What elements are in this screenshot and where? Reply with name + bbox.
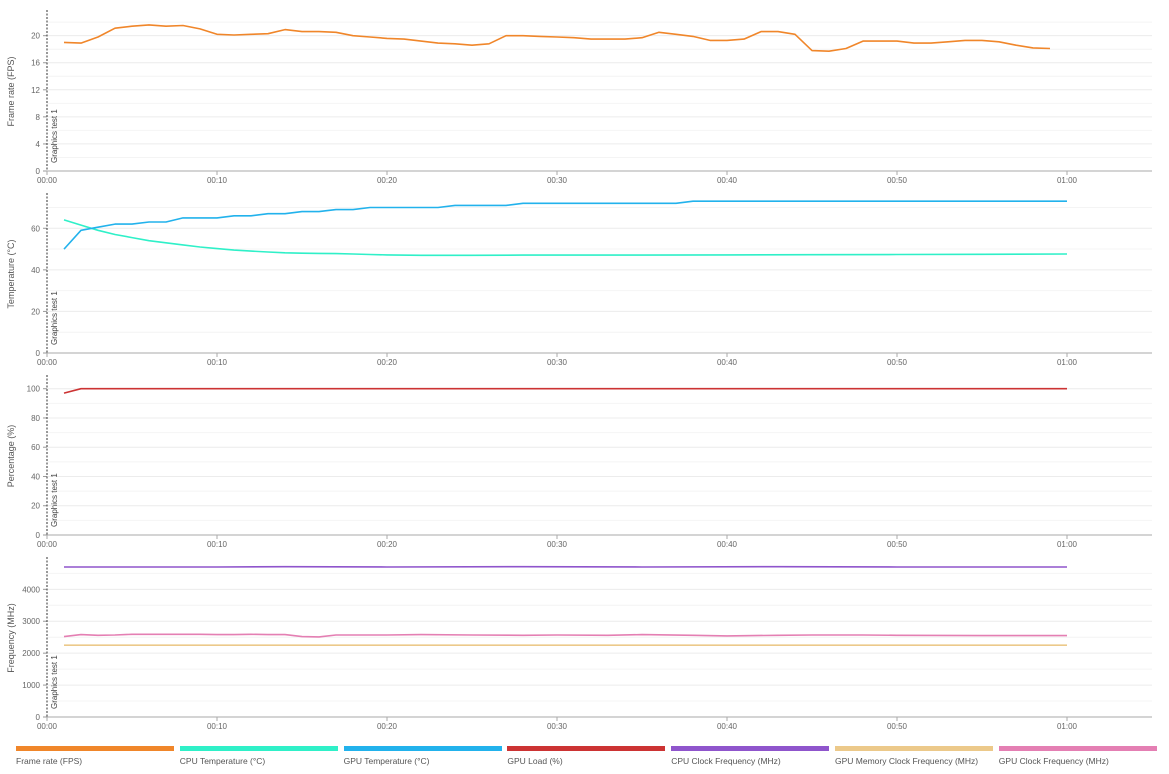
- y-axis-title: Percentage (%): [6, 425, 16, 488]
- y-tick-label: 60: [31, 443, 40, 452]
- x-tick-label: 00:20: [377, 722, 398, 731]
- chart-panel-3: 0 20 40 60 80 100 00:00 00:10 00:20 00:30 00:40 00:…: [6, 375, 1152, 549]
- y-tick-label: 0: [36, 349, 41, 358]
- legend-item[interactable]: GPU Temperature (°C): [343, 744, 502, 774]
- legend-swatch: [179, 746, 338, 751]
- y-tick-label: 3000: [22, 617, 40, 626]
- y-axis-title: Frequency (MHz): [6, 603, 16, 673]
- legend-swatch: [507, 746, 666, 751]
- legend-item[interactable]: GPU Memory Clock Frequency (MHz): [835, 744, 993, 774]
- x-tick-label: 01:00: [1057, 540, 1078, 549]
- y-tick-label: 0: [36, 167, 41, 176]
- marker-label: Graphics test 1: [50, 109, 59, 163]
- legend-swatch: [343, 746, 502, 751]
- x-tick-label: 00:20: [377, 176, 398, 185]
- y-tick-label: 4: [36, 140, 41, 149]
- y-tick-label: 1000: [22, 681, 40, 690]
- legend-swatch: [16, 746, 174, 751]
- y-axis-title: Frame rate (FPS): [6, 56, 16, 126]
- marker-label: Graphics test 1: [50, 291, 59, 345]
- x-tick-label: 01:00: [1057, 176, 1078, 185]
- x-tick-label: 00:10: [207, 176, 228, 185]
- y-tick-label: 20: [31, 307, 40, 316]
- x-tick-label: 00:30: [547, 358, 568, 367]
- y-tick-label: 20: [31, 32, 40, 41]
- x-tick-label: 00:00: [37, 176, 58, 185]
- y-tick-label: 80: [31, 414, 40, 423]
- legend-item[interactable]: GPU Clock Frequency (MHz): [998, 744, 1157, 774]
- chart-panel-1: 0 4 8 12 16 20 00:00 00:10 00:20 00:30 00:40 00:50 0…: [6, 10, 1152, 185]
- x-tick-label: 00:50: [887, 358, 908, 367]
- legend-item[interactable]: CPU Clock Frequency (MHz): [671, 744, 830, 774]
- chart-panel-4: 0 1000 2000 3000 4000 00:00 00:10 00:20 00:30 00:…: [6, 557, 1152, 731]
- x-tick-label: 00:00: [37, 540, 58, 549]
- y-tick-label: 0: [36, 531, 41, 540]
- series-line-cpu-temperature-c: [63, 219, 1068, 257]
- chart-panel-2: 0 20 40 60 00:00 00:10 00:20 00:30 00:40 00:50 01:…: [6, 193, 1152, 367]
- x-tick-label: 00:40: [717, 358, 738, 367]
- x-tick-label: 00:40: [717, 722, 738, 731]
- x-tick-label: 00:40: [717, 540, 738, 549]
- legend-item[interactable]: Frame rate (FPS): [16, 744, 174, 774]
- legend-swatch: [998, 746, 1157, 751]
- x-tick-label: 00:50: [887, 176, 908, 185]
- x-tick-label: 00:00: [37, 358, 58, 367]
- x-tick-label: 01:00: [1057, 722, 1078, 731]
- legend-swatch: [671, 746, 830, 751]
- series-line-gpu-temperature-c: [63, 200, 1067, 250]
- x-tick-label: 00:40: [717, 176, 738, 185]
- y-tick-label: 100: [27, 385, 41, 394]
- y-tick-label: 12: [31, 86, 40, 95]
- legend-label: GPU Memory Clock Frequency (MHz): [835, 756, 979, 766]
- legend-label: GPU Temperature (°C): [343, 756, 430, 766]
- series-line-frame-rate-fps: [63, 24, 1051, 53]
- x-tick-label: 00:20: [377, 358, 398, 367]
- series-line-gpu-load: [63, 387, 1067, 394]
- x-tick-label: 00:00: [37, 722, 58, 731]
- y-tick-label: 60: [31, 224, 40, 233]
- legend-label: GPU Load (%): [507, 756, 563, 766]
- y-tick-label: 4000: [22, 585, 40, 594]
- y-tick-label: 16: [31, 59, 40, 68]
- y-tick-label: 0: [36, 713, 41, 722]
- legend-swatch: [835, 746, 993, 751]
- x-tick-label: 01:00: [1057, 358, 1078, 367]
- y-axis-title: Temperature (°C): [6, 239, 16, 308]
- legend-item[interactable]: CPU Temperature (°C): [179, 744, 338, 774]
- y-tick-label: 40: [31, 266, 40, 275]
- x-tick-label: 00:50: [887, 540, 908, 549]
- y-tick-label: 40: [31, 472, 40, 481]
- legend-item[interactable]: GPU Load (%): [507, 744, 666, 774]
- y-tick-label: 8: [36, 113, 41, 122]
- marker-label: Graphics test 1: [50, 655, 59, 709]
- x-tick-label: 00:30: [547, 176, 568, 185]
- legend-label: Frame rate (FPS): [16, 756, 83, 766]
- x-tick-label: 00:10: [207, 540, 228, 549]
- legend-label: CPU Temperature (°C): [179, 756, 266, 766]
- y-tick-label: 20: [31, 502, 40, 511]
- x-tick-label: 00:50: [887, 722, 908, 731]
- x-tick-label: 00:10: [207, 722, 228, 731]
- legend-label: CPU Clock Frequency (MHz): [671, 756, 781, 766]
- x-tick-label: 00:10: [207, 358, 228, 367]
- legend: Frame rate (FPS) CPU Temperature (°C) GPU …: [0, 744, 1169, 774]
- y-tick-label: 2000: [22, 649, 40, 658]
- series-line-gpu-clock-frequency-mhz: [63, 633, 1067, 638]
- x-tick-label: 00:20: [377, 540, 398, 549]
- marker-label: Graphics test 1: [50, 473, 59, 527]
- legend-label: GPU Clock Frequency (MHz): [998, 756, 1109, 766]
- x-tick-label: 00:30: [547, 722, 568, 731]
- x-tick-label: 00:30: [547, 540, 568, 549]
